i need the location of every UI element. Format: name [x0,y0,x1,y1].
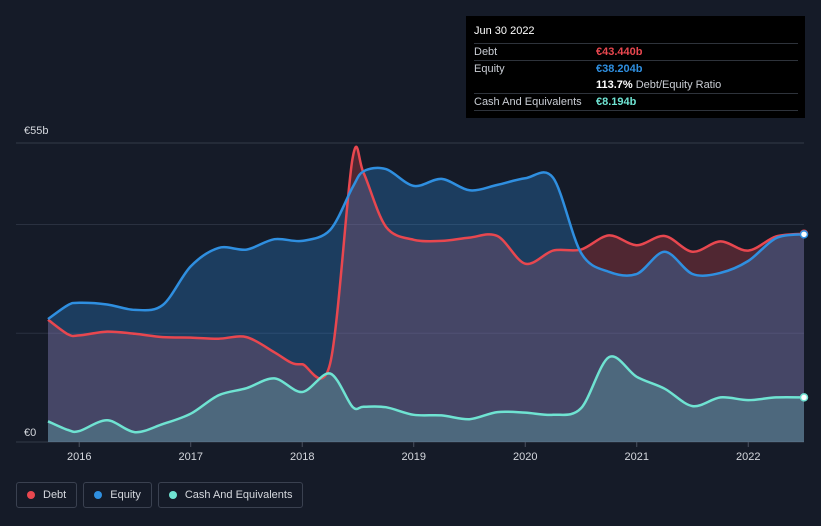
series-areas [48,146,804,442]
debt-line [47,145,805,380]
x-tick-label: 2018 [290,451,314,463]
chart-legend: Debt Equity Cash And Equivalents [16,482,309,508]
tooltip-cash-label: Cash And Equivalents [474,96,582,108]
legend-cash-label: Cash And Equivalents [184,489,293,501]
legend-item-cash[interactable]: Cash And Equivalents [157,482,304,508]
cash-end-marker [799,393,809,402]
tooltip-cash-row: Cash And Equivalents €8.194b [474,94,798,111]
tooltip-ratio-row: 113.7% Debt/Equity Ratio [474,77,798,94]
y-axis-labels: €55b €0 [24,125,48,439]
debt-dot-icon [27,491,35,499]
tooltip-ratio-value: 113.7% [596,79,633,91]
equity-area [48,167,804,442]
debt-area [48,146,804,442]
legend-item-debt[interactable]: Debt [16,482,78,508]
y-tick-label: €0 [24,427,36,439]
x-tick-label: 2017 [178,451,202,463]
legend-equity-label: Equity [110,489,141,501]
tooltip-equity-row: Equity €38.204b [474,61,798,77]
end-markers [799,229,809,402]
tooltip-ratio-label: Debt/Equity Ratio [635,79,722,91]
x-tick-label: 2021 [625,451,649,463]
series-lines [47,145,805,434]
tooltip-debt-value: €43.440b [596,46,643,58]
cash-area [48,356,804,442]
y-tick-label: €55b [24,125,48,137]
legend-debt-label: Debt [43,489,67,501]
tooltip-equity-label: Equity [474,63,505,75]
tooltip-cash-value: €8.194b [596,96,637,108]
equity-dot-icon [94,491,103,499]
data-tooltip: Jun 30 2022 Debt €43.440b Equity €38.204… [466,16,805,118]
tooltip-debt-label: Debt [474,46,498,58]
tooltip-equity-value: €38.204b [596,63,643,75]
grid-lines [16,142,804,443]
cash-line [47,355,805,434]
x-tick-label: 2022 [736,451,760,463]
tooltip-debt-row: Debt €43.440b [474,44,798,61]
equity-line [47,166,805,321]
equity-end-marker [799,230,809,239]
x-tick-label: 2016 [67,451,91,463]
x-tick-label: 2019 [401,451,425,463]
x-axis: 2016 2017 2018 2019 2020 2021 2022 [67,442,760,463]
cash-dot-icon [168,491,177,499]
tooltip-date: Jun 30 2022 [474,22,798,44]
legend-item-equity[interactable]: Equity [83,482,152,508]
x-tick-label: 2020 [513,451,537,463]
